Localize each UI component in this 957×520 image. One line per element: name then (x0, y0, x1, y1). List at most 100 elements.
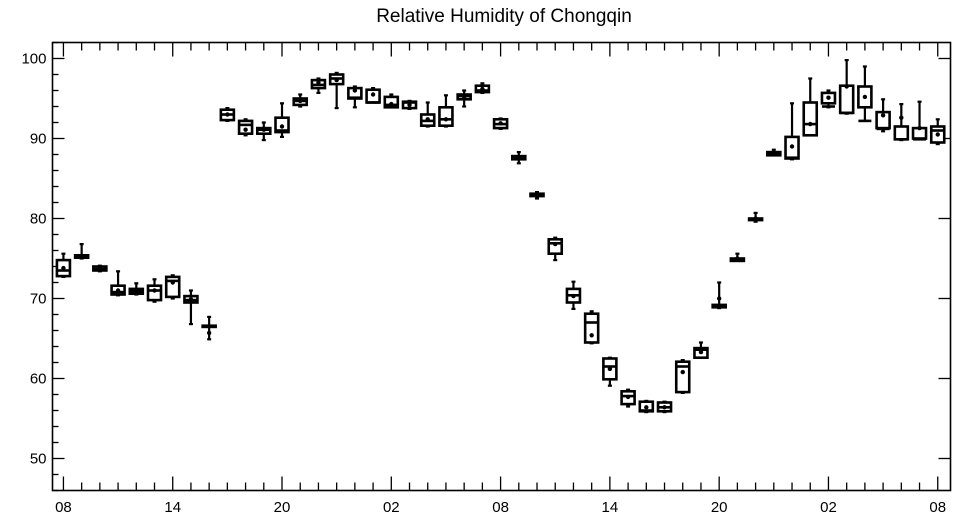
mean-dot (115, 288, 121, 293)
chart-title: Relative Humidity of Chongqin (376, 6, 632, 27)
box-30 (602, 356, 618, 387)
x-tick-label: 08 (492, 499, 509, 516)
mean-dot (553, 241, 558, 247)
box-11 (255, 121, 272, 142)
box-21 (438, 94, 454, 128)
box-43 (838, 58, 855, 115)
mean-dot (443, 117, 449, 122)
mean-dot (316, 80, 321, 85)
box-39 (766, 148, 782, 157)
mean-dot (206, 330, 212, 336)
box-9 (219, 106, 236, 123)
plot-frame (51, 41, 952, 492)
box-46 (893, 102, 910, 142)
box-6 (164, 274, 181, 300)
mean-dot (698, 349, 704, 355)
box-1 (73, 243, 90, 260)
mean-dot (844, 84, 849, 89)
box-13 (292, 93, 309, 108)
box-18 (383, 93, 400, 109)
box-12 (274, 102, 290, 138)
box-15 (328, 71, 345, 110)
mean-dot (170, 280, 175, 285)
box-26 (529, 191, 545, 200)
y-tick-label: 60 (30, 371, 47, 388)
box-2 (92, 264, 108, 273)
mean-dot (243, 127, 248, 132)
box-36 (711, 281, 727, 310)
box-19 (401, 99, 418, 111)
mean-dot (461, 94, 467, 100)
box-22 (456, 89, 472, 108)
box-48 (929, 118, 946, 146)
mean-dot (498, 121, 503, 126)
box-41 (802, 77, 819, 137)
box-10 (237, 118, 254, 137)
box-45 (875, 98, 891, 133)
mean-dot (79, 253, 84, 259)
mean-dot (225, 112, 230, 117)
box-8 (201, 315, 217, 341)
box-34 (674, 359, 691, 394)
x-tick-label: 20 (711, 499, 728, 516)
mean-dot (370, 92, 376, 97)
mean-dot (935, 132, 940, 137)
box-31 (620, 388, 636, 408)
y-tick-label: 100 (21, 51, 46, 68)
mean-dot (862, 94, 868, 100)
box-24 (492, 117, 509, 130)
box-7 (183, 289, 199, 326)
mean-dot (480, 86, 485, 92)
box-20 (419, 101, 436, 128)
x-tick-label: 08 (929, 499, 946, 516)
mean-dot (917, 125, 922, 131)
mean-dot (334, 77, 339, 83)
x-tick-label: 02 (820, 499, 837, 516)
box-5 (146, 278, 163, 303)
mean-dot (880, 113, 886, 118)
mean-dot (735, 256, 740, 261)
box-40 (784, 102, 800, 161)
iqr-box (438, 106, 454, 128)
box-16 (347, 85, 363, 109)
mean-dot (352, 88, 358, 93)
mean-dot (97, 265, 103, 271)
mean-dot (826, 95, 831, 100)
box-27 (547, 236, 564, 262)
box-3 (110, 270, 126, 297)
y-tick-label: 80 (30, 211, 47, 228)
mean-dot (716, 296, 722, 301)
mean-dot (188, 297, 194, 302)
mean-dot (534, 192, 540, 197)
iqr-box (802, 101, 819, 137)
mean-dot (589, 333, 594, 338)
box-47 (911, 100, 928, 141)
mean-dot (771, 151, 777, 156)
box-32 (638, 399, 655, 414)
mean-dot (680, 369, 685, 375)
iqr-box (547, 238, 564, 256)
box-0 (55, 252, 72, 278)
mean-dot (279, 124, 285, 129)
x-tick-label: 20 (274, 499, 291, 516)
box-28 (565, 280, 582, 310)
mean-dot (625, 394, 631, 400)
x-tick-label: 02 (383, 499, 400, 516)
y-tick-label: 90 (30, 131, 47, 148)
y-tick-label: 70 (30, 291, 47, 308)
x-tick-label: 14 (164, 499, 181, 516)
box-37 (729, 252, 746, 263)
iqr-box (838, 84, 855, 115)
box-29 (583, 310, 600, 345)
mean-dot (662, 405, 667, 410)
mean-dot (607, 366, 613, 372)
mean-dot (644, 405, 649, 410)
mean-dot (425, 117, 430, 122)
box-23 (474, 82, 491, 95)
box-17 (365, 86, 381, 104)
mean-dot (298, 98, 303, 104)
mean-dot (516, 155, 522, 160)
box-series (55, 58, 946, 414)
box-25 (511, 151, 527, 165)
